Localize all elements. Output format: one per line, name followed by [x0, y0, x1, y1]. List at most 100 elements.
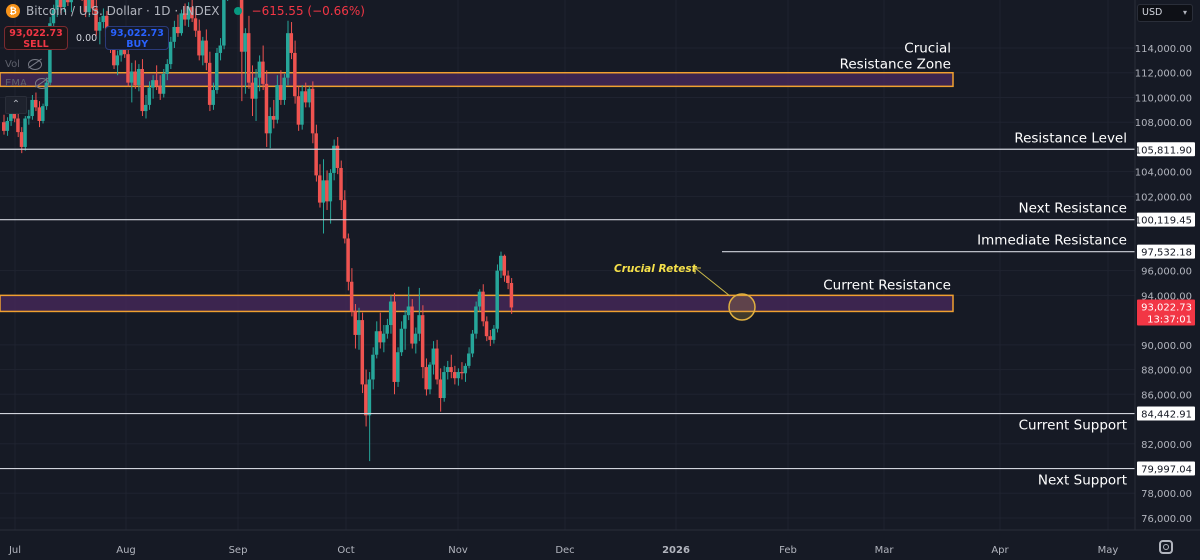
- candle-body: [424, 367, 428, 390]
- price-label-bg: [1137, 212, 1195, 227]
- candle-body: [456, 372, 460, 379]
- candle-body: [218, 45, 223, 53]
- candle-body: [360, 320, 365, 385]
- buy-price: 93,022.73: [110, 28, 164, 39]
- candle-body: [385, 325, 389, 334]
- eye-hidden-icon[interactable]: [27, 59, 42, 70]
- candle-body: [144, 104, 148, 112]
- candle-body: [314, 133, 318, 176]
- candle-body: [296, 96, 301, 125]
- bar-countdown-label: 13:37:01: [1147, 314, 1192, 325]
- level-label: Immediate Resistance: [977, 233, 1127, 249]
- candle-body: [335, 145, 340, 168]
- symbol-title[interactable]: Bitcoin / U.S. Dollar · 1D · INDEX: [26, 4, 220, 18]
- candle-body: [5, 120, 10, 131]
- candle-body: [413, 333, 418, 344]
- price-axis[interactable]: 114,000.00 112,000.00 110,000.00 108,000.00…: [1134, 0, 1200, 560]
- candle-body: [484, 321, 489, 337]
- price-tick-label: 94,000.00: [1141, 291, 1192, 302]
- annotation-arrow: [694, 267, 731, 297]
- price-label-bg: [1137, 461, 1195, 476]
- candle-body: [94, 8, 98, 31]
- candle-body: [470, 333, 475, 354]
- time-tick-label[interactable]: Jul: [8, 545, 21, 556]
- collapse-indicators-button[interactable]: ⌃: [5, 96, 27, 114]
- candle-body: [23, 118, 27, 147]
- candle-body: [200, 40, 205, 56]
- eye-hidden-icon[interactable]: [34, 78, 49, 89]
- candle-body: [129, 71, 134, 83]
- indicator-ema[interactable]: EMA: [5, 78, 49, 89]
- candle-body: [165, 64, 169, 74]
- last-price-label: 93,022.73: [1141, 302, 1192, 313]
- candle-body: [271, 116, 276, 120]
- price-tick-label: 104,000.00: [1135, 168, 1192, 179]
- arrow-head-icon: [694, 267, 701, 274]
- symbol-header: ₿ Bitcoin / U.S. Dollar · 1D · INDEX −61…: [6, 4, 365, 18]
- candle-body: [101, 15, 105, 23]
- price-level-label: 97,532.18: [1141, 248, 1192, 259]
- candle-body: [491, 328, 496, 340]
- candle-body: [183, 13, 187, 20]
- sell-label: SELL: [23, 39, 49, 50]
- candle-body: [357, 320, 361, 335]
- price-label-bg: [1137, 244, 1195, 259]
- sell-button[interactable]: 93,022.73 SELL: [4, 26, 68, 50]
- time-tick-label[interactable]: Oct: [337, 545, 354, 556]
- time-tick-label[interactable]: Feb: [779, 545, 797, 556]
- time-tick-label[interactable]: May: [1098, 545, 1119, 556]
- candle-body: [502, 255, 507, 276]
- currency-select[interactable]: USD ▾: [1137, 4, 1193, 22]
- candle-body: [282, 77, 286, 100]
- time-tick-label[interactable]: Sep: [229, 545, 248, 556]
- candle-body: [268, 116, 272, 134]
- last-price-bg: [1137, 299, 1195, 326]
- annotation-label: Crucial Retest: [614, 263, 698, 275]
- candle-body: [346, 238, 350, 282]
- price-tick-label: 86,000.00: [1141, 390, 1192, 401]
- candle-body: [300, 91, 304, 125]
- indicator-vol[interactable]: Vol: [5, 59, 42, 70]
- zone-label: Crucial: [904, 41, 951, 57]
- candle-body: [211, 90, 215, 105]
- candle-body: [243, 33, 247, 52]
- candle-body: [197, 30, 201, 56]
- candle-body: [19, 132, 24, 147]
- candle-body: [509, 282, 514, 308]
- candle-body: [179, 13, 183, 34]
- candle-body: [332, 145, 336, 173]
- settings-gear-icon[interactable]: [1159, 540, 1173, 554]
- candle-body: [90, 0, 95, 9]
- candle-body: [499, 255, 503, 271]
- resistance-zone-box: [0, 71, 954, 88]
- candle-body: [286, 33, 290, 78]
- candle-body: [275, 85, 279, 120]
- candle-body: [41, 106, 45, 121]
- candle-body: [257, 61, 262, 78]
- candle-body: [399, 328, 404, 353]
- candle-body: [325, 180, 329, 202]
- time-tick-label[interactable]: 2026: [662, 545, 690, 556]
- candle-body: [403, 315, 407, 329]
- candle-body: [161, 73, 166, 94]
- price-tick-label: 114,000.00: [1135, 44, 1192, 55]
- candle-body: [158, 86, 162, 94]
- time-tick-label[interactable]: Apr: [991, 545, 1009, 556]
- time-tick-label[interactable]: Aug: [116, 545, 136, 556]
- time-axis[interactable]: Jul Aug Sep Oct Nov Dec 2026 Feb Mar Apr May: [0, 529, 1200, 560]
- candle-body: [488, 336, 492, 340]
- time-tick-label[interactable]: Nov: [448, 545, 468, 556]
- price-tick-label: 88,000.00: [1141, 366, 1192, 377]
- buy-label: BUY: [126, 39, 149, 50]
- time-tick-label[interactable]: Dec: [555, 545, 574, 556]
- candle-body: [349, 281, 354, 312]
- buy-button[interactable]: 93,022.73 BUY: [105, 26, 170, 50]
- price-axis-bg: [1135, 0, 1200, 560]
- time-tick-label[interactable]: Mar: [875, 545, 895, 556]
- price-level-label: 100,119.45: [1135, 216, 1192, 227]
- trade-panel: 93,022.73 SELL 0.00 93,022.73 BUY: [4, 26, 170, 50]
- candle-body: [459, 372, 464, 374]
- candle-body: [364, 384, 368, 416]
- candle-body: [151, 80, 155, 88]
